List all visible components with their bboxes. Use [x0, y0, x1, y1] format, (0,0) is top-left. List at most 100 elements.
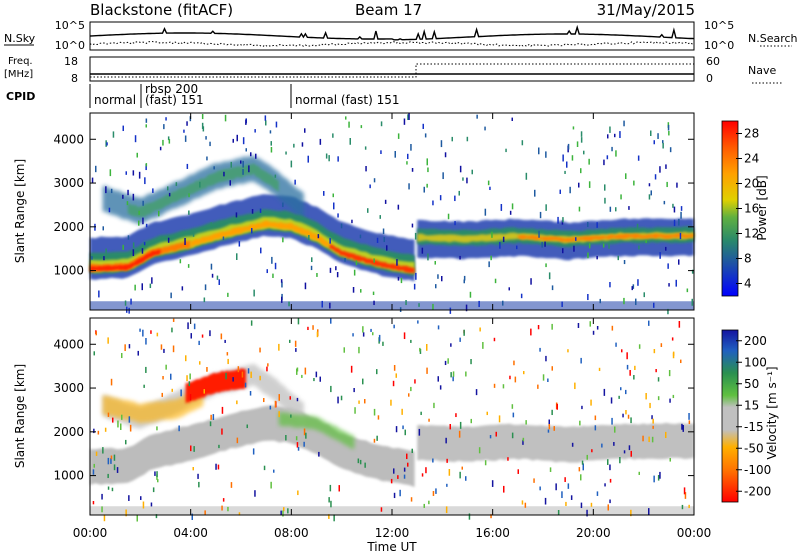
- scatter-speckle: [337, 156, 339, 162]
- scatter-speckle: [609, 126, 611, 133]
- scatter-speckle: [534, 189, 536, 197]
- freq-label-2: [MHz]: [4, 69, 33, 80]
- scatter-speckle: [270, 141, 272, 146]
- scatter-speckle: [688, 504, 690, 509]
- scatter-speckle: [400, 277, 403, 284]
- scatter-speckle: [484, 460, 487, 466]
- scatter-speckle: [216, 275, 219, 280]
- scatter-speckle: [637, 155, 640, 161]
- scatter-speckle: [283, 507, 285, 512]
- scatter-speckle: [259, 347, 261, 353]
- scatter-speckle: [408, 113, 410, 120]
- scatter-speckle: [413, 283, 416, 290]
- scatter-speckle: [282, 237, 284, 243]
- scatter-speckle: [649, 402, 651, 409]
- scatter-speckle: [297, 318, 300, 325]
- scatter-speckle: [577, 323, 580, 328]
- scatter-speckle: [373, 258, 375, 263]
- scatter-speckle: [121, 353, 123, 359]
- scatter-speckle: [657, 396, 660, 401]
- scatter-speckle: [340, 223, 343, 229]
- scatter-speckle: [556, 403, 558, 410]
- scatter-speckle: [252, 448, 255, 455]
- scatter-speckle: [248, 165, 250, 173]
- scatter-speckle: [224, 339, 226, 343]
- scatter-speckle: [274, 400, 277, 408]
- scatter-speckle: [379, 215, 381, 219]
- velocity-band: [102, 385, 204, 424]
- scatter-speckle: [303, 428, 306, 436]
- scatter-speckle: [547, 378, 549, 382]
- scatter-speckle: [682, 425, 684, 432]
- nave-label: Nave: [748, 64, 776, 77]
- scatter-speckle: [632, 284, 635, 289]
- scatter-speckle: [573, 245, 575, 252]
- scatter-speckle: [105, 186, 107, 194]
- scatter-speckle: [143, 241, 146, 246]
- scatter-speckle: [683, 487, 686, 495]
- scatter-speckle: [139, 328, 141, 332]
- scatter-speckle: [151, 277, 153, 284]
- scatter-speckle: [295, 348, 297, 352]
- scatter-speckle: [113, 464, 116, 471]
- scatter-speckle: [586, 509, 588, 517]
- scatter-speckle: [369, 184, 371, 189]
- scatter-speckle: [509, 210, 512, 215]
- scatter-speckle: [102, 226, 104, 231]
- scatter-speckle: [358, 346, 360, 354]
- scatter-speckle: [580, 502, 583, 509]
- scatter-speckle: [230, 161, 232, 168]
- scatter-speckle: [484, 208, 487, 216]
- scatter-speckle: [651, 436, 654, 443]
- scatter-speckle: [401, 408, 403, 415]
- scatter-speckle: [103, 514, 106, 522]
- scatter-speckle: [547, 429, 550, 433]
- scatter-speckle: [328, 155, 330, 162]
- scatter-speckle: [355, 260, 358, 266]
- scatter-speckle: [304, 367, 307, 375]
- colorbar-tick-label: -50: [744, 441, 764, 455]
- scatter-speckle: [428, 500, 430, 505]
- scatter-speckle: [122, 125, 124, 132]
- scatter-speckle: [668, 131, 670, 136]
- scatter-speckle: [630, 417, 632, 424]
- scatter-speckle: [449, 424, 451, 430]
- scatter-speckle: [448, 469, 451, 476]
- scatter-speckle: [434, 261, 436, 265]
- scatter-speckle: [602, 243, 605, 248]
- scatter-speckle: [227, 292, 229, 297]
- scatter-speckle: [665, 246, 667, 251]
- scatter-speckle: [578, 182, 580, 188]
- scatter-speckle: [167, 136, 170, 141]
- scatter-speckle: [596, 491, 599, 496]
- scatter-speckle: [132, 249, 135, 257]
- scatter-speckle: [305, 432, 307, 439]
- scatter-speckle: [145, 118, 148, 123]
- scatter-speckle: [680, 211, 682, 219]
- scatter-speckle: [603, 388, 606, 396]
- scatter-speckle: [350, 365, 353, 373]
- scatter-speckle: [630, 509, 632, 517]
- scatter-speckle: [538, 230, 540, 238]
- scatter-speckle: [142, 329, 144, 337]
- scatter-speckle: [570, 495, 573, 500]
- scatter-speckle: [631, 286, 633, 291]
- scatter-speckle: [500, 204, 503, 211]
- scatter-speckle: [158, 210, 160, 217]
- scatter-speckle: [581, 460, 584, 465]
- scatter-speckle: [337, 213, 339, 218]
- scatter-speckle: [463, 279, 465, 284]
- scatter-speckle: [336, 272, 339, 278]
- scatter-speckle: [390, 399, 392, 406]
- scatter-speckle: [427, 167, 429, 173]
- scatter-speckle: [548, 419, 550, 426]
- colorbar-tick-label: 200: [744, 334, 767, 348]
- scatter-speckle: [310, 265, 313, 271]
- scatter-speckle: [155, 514, 158, 519]
- scatter-speckle: [426, 344, 428, 351]
- scatter-speckle: [171, 327, 173, 333]
- scatter-speckle: [548, 424, 551, 430]
- scatter-speckle: [188, 193, 190, 198]
- scatter-speckle: [623, 297, 625, 305]
- scatter-speckle: [607, 459, 609, 465]
